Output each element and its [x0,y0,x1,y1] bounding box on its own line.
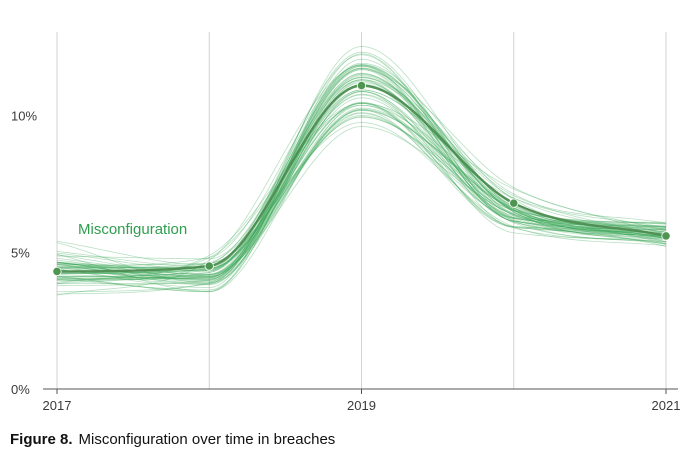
y-tick-label-10%: 10% [11,109,37,124]
band-sample-line [56,64,667,268]
band-sample-line [56,109,667,280]
band-sample-line [56,68,667,278]
band-sample-line [56,102,667,284]
band-sample-line [56,68,667,278]
band-sample-line [56,112,667,277]
band-sample-line [56,58,667,289]
band-sample-line [56,79,667,293]
band-sample-line [57,65,667,279]
band-sample-line [56,116,667,274]
band-sample-line [56,94,667,274]
band-sample-line [57,112,667,266]
band-sample-line [56,73,667,292]
band-sample-line [56,126,667,275]
y-tick-label-0%: 0% [11,382,30,397]
data-point-2017 [52,266,62,277]
band-sample-line [56,76,667,281]
band-sample-line [56,67,667,282]
data-markers [52,81,671,277]
y-tick-label-5%: 5% [11,245,30,260]
x-tick-label-2021: 2021 [652,398,681,413]
x-tick-label-2017: 2017 [43,398,72,413]
axes: 2017 2019 2021 0% 5% 10% [11,109,680,413]
band-sample-line [56,102,667,293]
band-sample-line [56,93,667,279]
data-point-2019 [356,81,367,91]
band-sample-line [56,102,667,278]
band-sample-line [56,102,667,269]
band-sample-line [56,76,667,280]
band-sample-line [56,69,667,280]
figure-caption: Figure 8. Misconfiguration over time in b… [10,431,690,449]
band-sample-line [56,53,667,292]
band-sample-line [56,109,667,284]
band-sample-line [56,114,667,266]
band-sample-line [56,108,667,282]
caption-text: Misconfiguration over time in breaches [78,431,336,448]
band-sample-line [56,65,667,268]
band-sample-line [56,67,667,275]
band-sample-line [57,91,667,284]
band-sample-line [56,101,667,269]
band-sample-line [56,97,667,269]
band-sample-line [57,73,667,269]
band-sample-line [56,72,667,280]
x-tick-label-2019: 2019 [347,398,376,413]
band-sample-line [56,75,667,271]
data-point-2020 [509,198,519,208]
band-sample-line [56,79,667,260]
band-sample-line [56,104,667,276]
caption-number: Figure 8. [10,431,73,448]
band-sample-line [56,122,667,285]
series-label: Misconfiguration [78,221,187,238]
data-point-2018 [204,261,214,271]
band-sample-line [56,107,667,277]
band-sample-line [56,79,667,283]
band-sample-line [56,46,667,284]
gridlines [56,32,667,389]
band-sample-line [56,104,667,283]
band-sample-line [57,63,667,281]
data-point-2021 [661,231,671,241]
